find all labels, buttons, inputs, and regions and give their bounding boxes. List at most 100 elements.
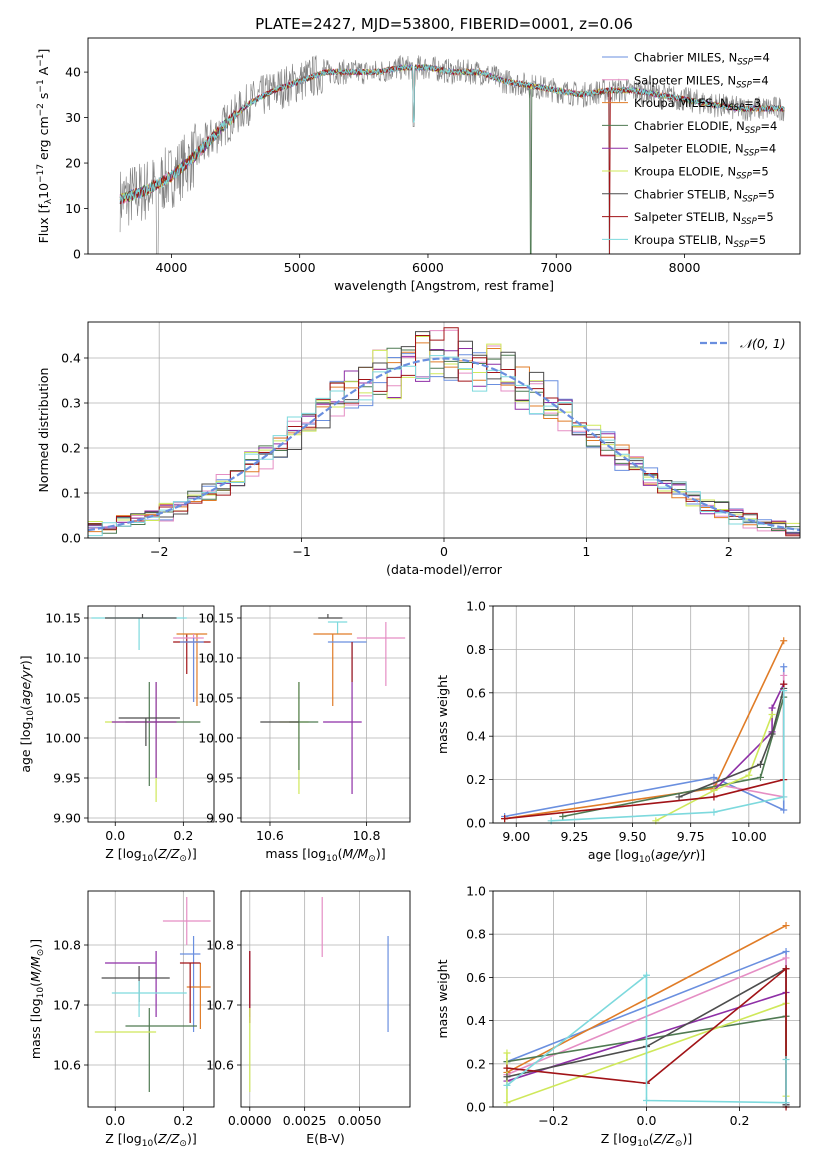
error-bar-point	[105, 614, 177, 619]
mass-weight-marker	[780, 671, 788, 679]
x-tick-label: 0	[440, 544, 448, 559]
error-bar-point	[179, 638, 204, 702]
mass-weight-marker	[559, 812, 567, 820]
mass-weight-marker	[768, 711, 776, 718]
y-tick-label: 9.90	[206, 811, 234, 826]
legend-label: Kroupa MILES, NSSP=3	[634, 96, 761, 113]
mass_vs_ebv-axes: 0.0000 0.0025 0.0050 10.6 10.7 10.8 E(B-V)	[206, 890, 411, 1146]
y-tick-label: 0.6	[466, 970, 486, 985]
y-tick-label: 10	[65, 201, 81, 216]
error-bar-point	[91, 617, 187, 650]
mass-weight-line	[506, 973, 787, 1104]
y-axis-label: mass [log10(M/M⊙)]	[28, 939, 46, 1059]
error-bar-point	[105, 951, 157, 1017]
y-tick-label: 0.4	[61, 351, 81, 366]
x-axis-label: Z [log10(Z/Z⊙)]	[601, 1131, 692, 1149]
legend-label: Salpeter ELODIE, NSSP=4	[634, 142, 776, 159]
y-tick-label: 0.4	[466, 1013, 486, 1028]
x-tick-label: 0.2	[173, 828, 193, 843]
y-axis-label: mass weight	[435, 959, 450, 1038]
legend-label: Chabrier ELODIE, NSSP=4	[634, 119, 777, 136]
legend-label: Chabrier MILES, NSSP=4	[634, 51, 770, 68]
y-tick-label: 10.7	[53, 998, 81, 1013]
mass-weight-line	[655, 714, 773, 822]
error-bar-point	[179, 936, 201, 1032]
y-tick-label: 30	[65, 110, 81, 125]
error-bar-point	[313, 633, 353, 706]
x-axis-label: Z [log10(Z/Z⊙)]	[105, 846, 196, 864]
x-axis-label: age [log10(age/yr)]	[588, 847, 705, 865]
x-tick-label: 0.2	[173, 1113, 193, 1128]
y-tick-label: 10.15	[45, 611, 81, 626]
error-bar-point	[101, 966, 170, 1002]
mass-weight-marker	[503, 1099, 511, 1107]
mass-weight-line	[506, 967, 787, 1107]
x-axis-label: (data-model)/error	[386, 562, 503, 577]
mass-weight-marker	[501, 815, 509, 823]
x-tick-label: 0.0050	[338, 1113, 382, 1128]
mass-weight-marker	[710, 793, 718, 801]
y-tick-label: 10.00	[45, 731, 81, 746]
axes-frame	[240, 605, 411, 823]
mass-weight-marker	[643, 971, 650, 979]
x-tick-label: −0.2	[538, 1113, 568, 1128]
y-tick-label: 10.05	[198, 691, 234, 706]
axes-frame	[87, 321, 801, 539]
y-tick-label: 10.8	[206, 938, 234, 953]
error-bar-point	[179, 962, 201, 1023]
x-tick-label: 4000	[155, 260, 187, 275]
error-bar-point	[162, 897, 211, 945]
x-tick-label: 9.75	[677, 829, 705, 844]
mass-weight-marker	[710, 773, 718, 781]
mass-weight-marker	[782, 965, 790, 973]
y-tick-label: 10.6	[53, 1058, 81, 1073]
mass-weight-marker	[503, 1049, 511, 1057]
x-tick-label: 1	[582, 544, 590, 559]
y-tick-label: 0.2	[466, 1056, 486, 1071]
x-tick-label: 10.6	[256, 828, 284, 843]
mass-weight-marker	[503, 1064, 511, 1072]
residuals-axes: −2 −1 0 1 2 0.0 0.1 0.2 0.3 0.4 (data-model)/error…	[36, 321, 801, 577]
y-axis-label: Flux [fλ10−17 erg cm−2 s−1 A−1]	[36, 49, 54, 244]
y-tick-label: 0.8	[466, 927, 486, 942]
y-tick-label: 0.2	[61, 441, 81, 456]
y-tick-label: 0.0	[466, 816, 486, 831]
error-bar-point	[356, 622, 406, 686]
y-tick-label: 0.0	[61, 531, 81, 546]
x-tick-label: −2	[150, 544, 168, 559]
error-bar-point	[327, 641, 367, 682]
y-tick-label: 10.10	[45, 651, 81, 666]
mass-weight-line	[504, 640, 785, 820]
y-tick-label: 9.95	[53, 771, 81, 786]
mass_weight_vs_age-axes: 9.00 9.25 9.50 9.75 10.00 0.0 0.2 0.4 0.6 0.8 1.0 m…	[435, 599, 801, 865]
x-tick-label: 10.8	[353, 828, 381, 843]
y-tick-label: 0.1	[61, 486, 81, 501]
y-tick-label: 10.15	[198, 611, 234, 626]
legend-label: Kroupa STELIB, NSSP=5	[634, 233, 766, 250]
x-tick-label: 5000	[284, 260, 316, 275]
y-tick-label: 9.95	[206, 771, 234, 786]
x-tick-label: 8000	[669, 260, 701, 275]
x-tick-label: 9.25	[560, 829, 588, 844]
y-tick-label: 0.4	[466, 729, 486, 744]
axes-frame	[240, 890, 411, 1108]
x-tick-label: 0.0000	[228, 1113, 272, 1128]
error-bar-point	[176, 633, 208, 706]
chart-title: PLATE=2427, MJD=53800, FIBERID=0001, z=0…	[255, 15, 633, 33]
x-axis-label: Z [log10(Z/Z⊙)]	[105, 1131, 196, 1149]
x-tick-label: 9.50	[619, 829, 647, 844]
y-tick-label: 10.00	[198, 731, 234, 746]
y-tick-label: 10.7	[206, 998, 234, 1013]
mass-weight-marker	[503, 1073, 511, 1081]
spectrum-axes: 4000 5000 6000 7000 8000 0 10 20 30 40 PLATE=2427,…	[36, 15, 801, 293]
x-tick-label: 10.00	[731, 829, 767, 844]
error-bar-point	[125, 1008, 197, 1092]
x-tick-label: 0.0	[105, 828, 125, 843]
y-axis-label: mass weight	[435, 675, 450, 754]
x-tick-label: 6000	[412, 260, 444, 275]
error-bar-point	[318, 614, 343, 619]
x-tick-label: 0.0	[637, 1113, 657, 1128]
mass-weight-marker	[782, 954, 790, 962]
error-bar-point	[111, 682, 177, 778]
